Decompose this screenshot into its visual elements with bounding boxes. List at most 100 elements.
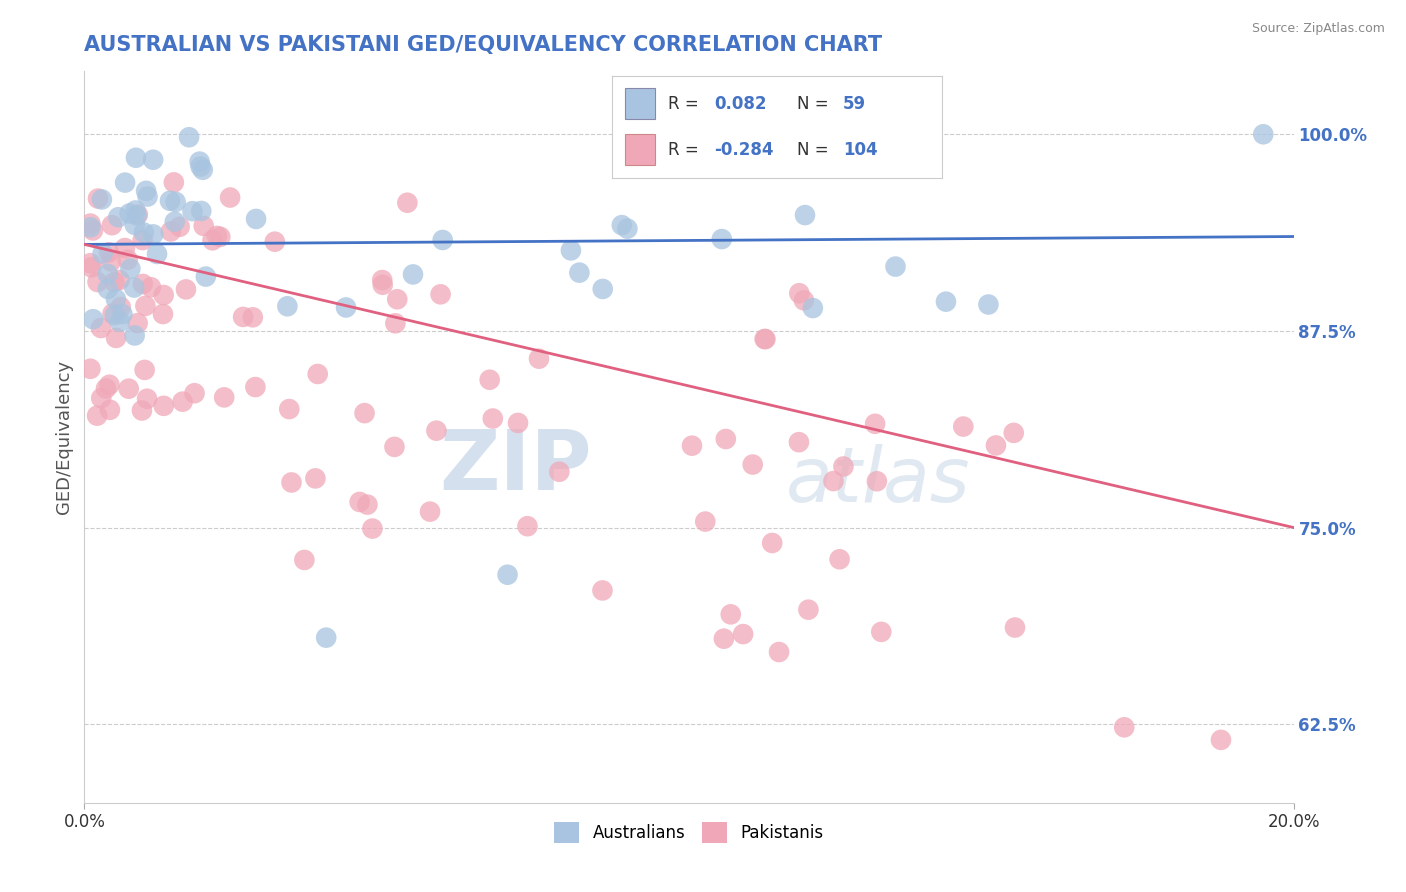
Point	[172, 394, 194, 409]
Point	[183, 386, 205, 401]
Point	[592, 282, 614, 296]
Point	[952, 419, 974, 434]
Point	[263, 235, 285, 249]
Point	[1004, 621, 1026, 635]
Point	[754, 332, 776, 346]
Point	[114, 176, 136, 190]
Point	[419, 505, 441, 519]
Point	[152, 399, 174, 413]
Point	[278, 402, 301, 417]
Point	[101, 306, 124, 320]
Point	[787, 435, 810, 450]
Point	[79, 361, 101, 376]
Legend: Australians, Pakistanis: Australians, Pakistanis	[548, 815, 830, 849]
Point	[823, 474, 845, 488]
Point	[496, 567, 519, 582]
Point	[232, 310, 254, 324]
Point	[193, 219, 215, 233]
Point	[681, 439, 703, 453]
Text: ZIP: ZIP	[440, 425, 592, 507]
Point	[695, 515, 717, 529]
Point	[478, 373, 501, 387]
Point	[152, 307, 174, 321]
Point	[245, 380, 267, 394]
Point	[610, 218, 633, 232]
Point	[159, 194, 181, 208]
Point	[568, 266, 591, 280]
Point	[209, 230, 232, 244]
Point	[82, 312, 104, 326]
Text: 0.082: 0.082	[714, 95, 766, 112]
Point	[506, 416, 529, 430]
Point	[429, 287, 451, 301]
Point	[132, 226, 155, 240]
Point	[134, 299, 156, 313]
Point	[201, 233, 224, 247]
Point	[592, 583, 614, 598]
Point	[280, 475, 302, 490]
Point	[787, 286, 810, 301]
Point	[131, 403, 153, 417]
Point	[152, 288, 174, 302]
Point	[124, 203, 146, 218]
Point	[884, 260, 907, 274]
Text: R =: R =	[668, 141, 704, 159]
Point	[127, 208, 149, 222]
Point	[801, 301, 824, 315]
Point	[118, 382, 141, 396]
Point	[165, 194, 187, 209]
Point	[110, 300, 132, 314]
Point	[136, 392, 159, 406]
Point	[219, 190, 242, 204]
Point	[794, 208, 817, 222]
Point	[768, 645, 790, 659]
Point	[205, 228, 228, 243]
Point	[1253, 128, 1275, 142]
Point	[384, 440, 406, 454]
Point	[79, 220, 101, 235]
Point	[984, 438, 1007, 452]
FancyBboxPatch shape	[624, 88, 655, 119]
Point	[754, 332, 776, 346]
Point	[1002, 425, 1025, 440]
Point	[98, 377, 121, 392]
Point	[136, 189, 159, 203]
Point	[432, 233, 454, 247]
Point	[276, 299, 298, 313]
Point	[527, 351, 550, 366]
Point	[188, 154, 211, 169]
Point	[720, 607, 742, 622]
Point	[80, 260, 103, 275]
Point	[169, 219, 191, 234]
Point	[242, 310, 264, 325]
Point	[117, 252, 139, 267]
Point	[120, 261, 142, 276]
Text: N =: N =	[797, 95, 834, 112]
Point	[356, 498, 378, 512]
Point	[1209, 732, 1232, 747]
Point	[315, 631, 337, 645]
Point	[832, 459, 855, 474]
Point	[124, 328, 146, 343]
Point	[371, 277, 394, 292]
Point	[104, 308, 127, 322]
Point	[866, 475, 889, 489]
Point	[371, 273, 394, 287]
Point	[190, 160, 212, 174]
Point	[396, 195, 419, 210]
Point	[516, 519, 538, 533]
Point	[91, 246, 114, 260]
Point	[159, 224, 181, 238]
Point	[101, 218, 124, 232]
Text: -0.284: -0.284	[714, 141, 773, 159]
Point	[713, 632, 735, 646]
Point	[181, 204, 204, 219]
Point	[86, 275, 108, 289]
Point	[122, 280, 145, 294]
Point	[86, 409, 108, 423]
Point	[100, 254, 122, 268]
Point	[142, 153, 165, 167]
Point	[387, 292, 409, 306]
Point	[114, 241, 136, 255]
Point	[304, 471, 326, 485]
